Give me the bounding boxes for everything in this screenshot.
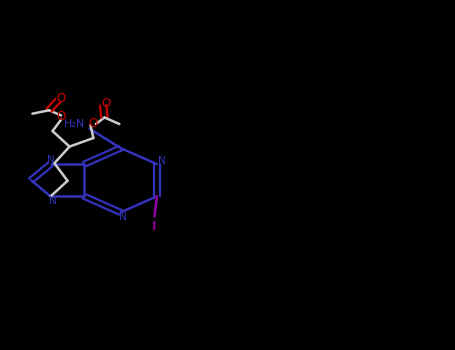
Text: N: N — [47, 155, 55, 164]
Text: O: O — [89, 117, 98, 130]
Text: N: N — [118, 212, 126, 222]
Text: I: I — [152, 220, 157, 233]
Text: H₂N: H₂N — [64, 119, 85, 129]
Text: O: O — [101, 97, 111, 110]
Text: N: N — [157, 156, 165, 166]
Text: O: O — [56, 110, 66, 123]
Text: O: O — [56, 92, 66, 105]
Text: N: N — [49, 196, 57, 206]
